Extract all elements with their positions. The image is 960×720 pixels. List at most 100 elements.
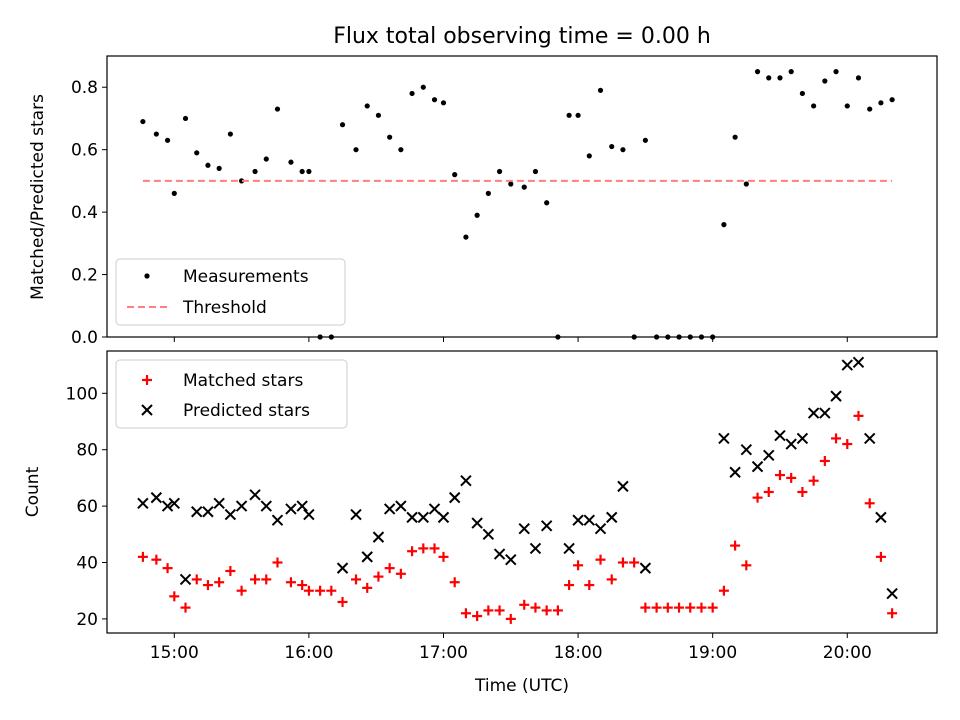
predicted-stars-point bbox=[150, 491, 163, 504]
matched-stars-point bbox=[137, 551, 148, 562]
predicted-stars-point bbox=[617, 480, 629, 493]
x-tick-label: 17:00 bbox=[419, 643, 468, 663]
matched-stars-point bbox=[564, 580, 575, 591]
predicted-stars-point bbox=[336, 562, 349, 574]
measurement-point bbox=[609, 143, 615, 150]
measurement-point bbox=[721, 222, 727, 228]
bottom-axes-frame bbox=[106, 350, 938, 634]
measurement-point bbox=[777, 75, 783, 81]
measurement-point bbox=[299, 168, 305, 175]
predicted-stars-point bbox=[303, 508, 315, 521]
predicted-stars-point bbox=[179, 573, 192, 586]
predicted-stars-point bbox=[606, 511, 618, 524]
matched-stars-point bbox=[651, 602, 662, 613]
bottom-y-axis-label: Count bbox=[23, 466, 43, 517]
matched-stars-point bbox=[214, 577, 225, 588]
legend-measurements-label: Measurements bbox=[183, 267, 309, 287]
y-tick-label: 40 bbox=[76, 554, 98, 574]
y-tick-label: 0.4 bbox=[71, 203, 98, 223]
predicted-stars-point bbox=[161, 500, 174, 512]
matched-stars-point bbox=[272, 557, 283, 568]
matched-stars-point bbox=[685, 602, 696, 613]
matched-stars-point bbox=[774, 470, 785, 481]
matched-stars-point bbox=[606, 574, 617, 585]
matched-stars-point bbox=[530, 602, 541, 613]
matched-stars-point bbox=[337, 596, 348, 607]
measurement-point bbox=[867, 106, 873, 112]
matched-stars-point bbox=[169, 591, 180, 602]
matched-stars-point bbox=[674, 602, 685, 613]
matched-stars-point bbox=[864, 498, 875, 509]
predicted-stars-point bbox=[796, 432, 809, 445]
predicted-stars-point bbox=[572, 514, 584, 526]
legend-threshold-label: Threshold bbox=[182, 298, 267, 318]
y-tick-label: 20 bbox=[76, 610, 98, 630]
measurement-point bbox=[754, 69, 761, 75]
x-tick-label: 16:00 bbox=[284, 643, 333, 663]
measurement-point bbox=[474, 212, 480, 218]
measurement-point bbox=[194, 150, 200, 156]
matched-stars-point bbox=[180, 602, 191, 613]
measurement-point bbox=[164, 137, 171, 143]
matched-stars-point bbox=[384, 563, 395, 574]
predicted-stars-point bbox=[350, 508, 362, 521]
measurement-point bbox=[822, 78, 828, 84]
matched-stars-point bbox=[718, 585, 729, 596]
predicted-stars-point bbox=[224, 508, 237, 521]
matched-stars-point bbox=[438, 551, 449, 562]
measurement-point bbox=[431, 97, 438, 103]
predicted-stars-point bbox=[271, 514, 284, 526]
bottom-panel: 15:00 16:00 17:00 18:00 19:00 20:00 20 40 60 80 10… bbox=[23, 350, 938, 696]
predicted-stars-point bbox=[493, 548, 506, 560]
x-tick-label: 15:00 bbox=[150, 643, 199, 663]
measurement-point bbox=[306, 168, 312, 175]
measurement-point bbox=[409, 90, 415, 97]
matched-stars-point bbox=[202, 580, 213, 591]
matched-stars-point bbox=[887, 608, 898, 619]
matched-stars-point bbox=[449, 577, 460, 588]
matched-stars-point bbox=[752, 492, 763, 503]
predicted-stars-point bbox=[137, 497, 149, 509]
matched-stars-point bbox=[730, 540, 741, 551]
matched-stars-point bbox=[808, 475, 819, 486]
measurement-point bbox=[642, 137, 648, 143]
measurement-point bbox=[544, 200, 550, 206]
matched-stars-point bbox=[541, 605, 552, 616]
measurement-point bbox=[252, 168, 258, 175]
measurement-point bbox=[620, 147, 626, 153]
y-tick-label: 0.0 bbox=[71, 328, 98, 348]
measurement-point bbox=[566, 112, 572, 118]
matched-stars-point bbox=[351, 574, 361, 585]
matched-stars-point bbox=[573, 560, 584, 571]
x-tick-label: 20:00 bbox=[823, 643, 872, 663]
measurement-point bbox=[878, 100, 884, 106]
measurement-point bbox=[833, 69, 839, 75]
bottom-legend-box bbox=[115, 359, 348, 429]
measurement-point bbox=[420, 84, 426, 90]
predicted-stars-point bbox=[235, 500, 248, 512]
measurement-point bbox=[732, 134, 738, 140]
top-axes: 0.0 0.2 0.4 0.6 0.8 bbox=[71, 78, 848, 348]
matched-stars-point bbox=[875, 551, 886, 562]
y-tick-label: 60 bbox=[76, 497, 98, 517]
measurement-point bbox=[485, 190, 491, 196]
predicted-stars-point bbox=[372, 531, 385, 543]
matched-stars-point bbox=[407, 546, 418, 557]
predicted-stars-point bbox=[285, 503, 297, 515]
predicted-stars-point bbox=[168, 497, 181, 509]
matched-stars-point bbox=[786, 472, 797, 483]
predicted-stars-point bbox=[785, 438, 797, 450]
predicted-stars-point bbox=[518, 522, 530, 535]
predicted-stars-point bbox=[406, 511, 418, 524]
predicted-stars-point bbox=[505, 553, 517, 566]
matched-stars-point bbox=[373, 571, 384, 582]
y-tick-label: 0.8 bbox=[71, 78, 98, 98]
predicted-stars-point bbox=[482, 528, 495, 541]
predicted-stars-point bbox=[639, 562, 652, 574]
y-tick-label: 0.2 bbox=[71, 266, 98, 286]
measurement-point bbox=[440, 100, 447, 106]
predicted-stars-point bbox=[296, 500, 308, 512]
matched-stars-point bbox=[236, 585, 247, 596]
legend-matched-label: Matched stars bbox=[183, 371, 303, 391]
